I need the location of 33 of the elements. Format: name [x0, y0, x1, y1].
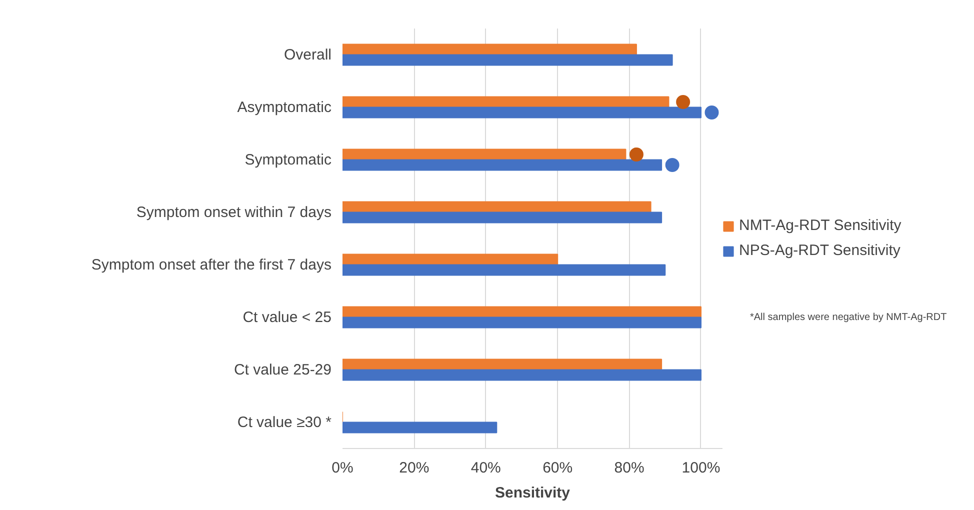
bar: [342, 54, 673, 66]
text: *All samples were negative by NMT-Ag-RDT: [750, 311, 947, 325]
bar: [342, 264, 666, 276]
x-tick-label: 40%: [470, 460, 501, 476]
y-tick-label: Ct value ≥30 *: [237, 414, 332, 431]
bar: [342, 159, 662, 171]
y-tick-label: Overall: [284, 46, 332, 64]
y-tick-label: Ct value 25-29: [234, 361, 332, 378]
bar: [342, 44, 637, 56]
y-tick-label: Symptomatic: [244, 151, 332, 168]
x-tick-label: 100%: [682, 460, 720, 476]
y-tick-label: Ct value < 25: [242, 308, 332, 326]
y-tick-label: Asymptomatic: [237, 98, 332, 116]
bar: [342, 369, 702, 381]
bar: [342, 358, 662, 370]
bar: [342, 148, 626, 160]
y-tick-label: Symptom onset after the first 7 days: [91, 256, 332, 274]
x-axis-title: Sensitivity: [494, 484, 571, 502]
bar: [342, 212, 662, 224]
bar: [342, 106, 702, 118]
bar: [342, 96, 670, 108]
x-tick-label: 80%: [614, 460, 644, 476]
x-tick-label: 20%: [399, 460, 430, 476]
y-tick-label: Symptom onset within 7 days: [136, 204, 332, 221]
bar: [342, 306, 702, 318]
bar: [342, 422, 498, 434]
bar: [342, 316, 702, 328]
x-tick-label: 60%: [542, 460, 573, 476]
legend-label: NMT-Ag-RDT Sensitivity: [739, 217, 902, 234]
x-tick-label: 0%: [332, 460, 354, 476]
bar: [342, 254, 558, 266]
legend-label: NPS-Ag-RDT Sensitivity: [739, 242, 900, 259]
bar: [342, 201, 652, 213]
